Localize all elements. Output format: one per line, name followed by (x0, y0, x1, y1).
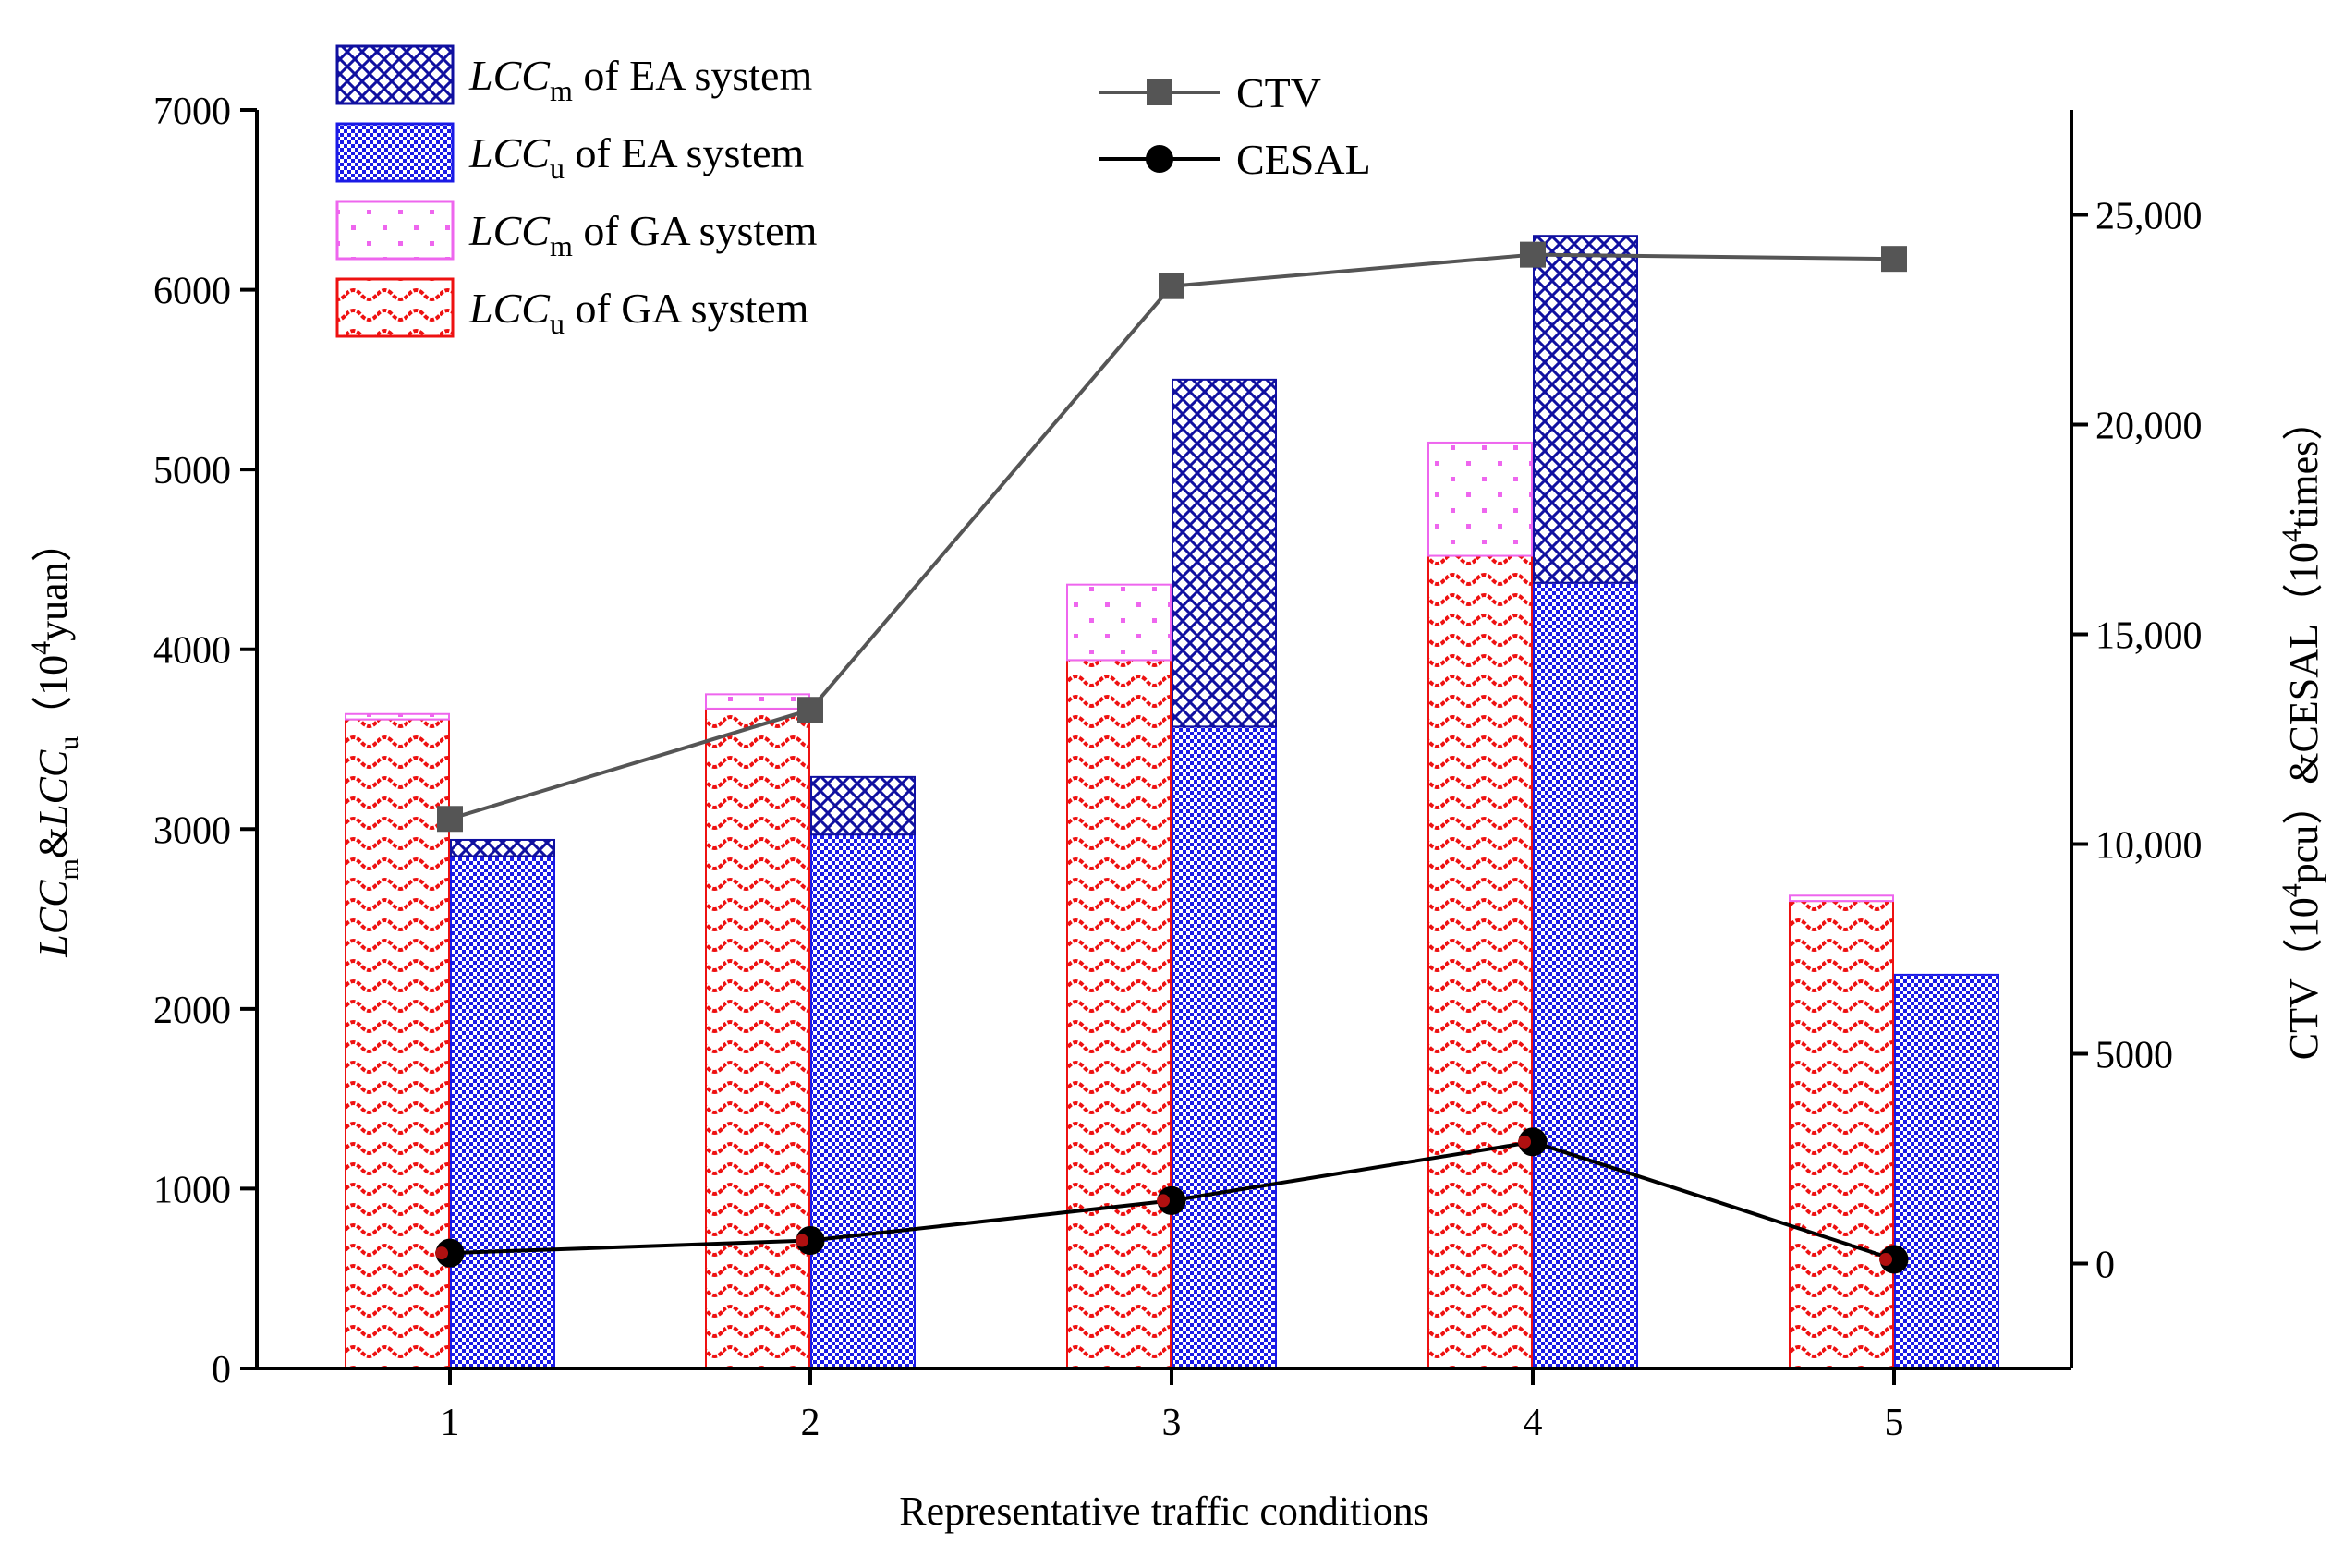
y2-tick-label-0: 0 (2095, 1245, 2115, 1287)
bar-lccu-of-ga-system-4 (1427, 554, 1533, 1369)
bar-lccm-of-ea-system-4 (1533, 235, 1638, 584)
bar-lccu-of-ea-system-1 (450, 855, 555, 1369)
bar-lccu-of-ga-system-2 (705, 707, 810, 1369)
ticks-layer: 0 1000 2000 3000 4000 5000 6000 7000 0 5000 10,000… (153, 91, 2203, 1444)
bar-lccm-of-ga-system-1 (345, 712, 450, 721)
bar-lccu-of-ea-system-4 (1533, 581, 1638, 1369)
lines-layer (435, 241, 1909, 1274)
bar-lccm-of-ea-system-1 (450, 838, 555, 857)
legend-lines: CTV CESAL (1099, 69, 1371, 183)
marker-ctv-4 (1520, 241, 1546, 268)
axes (255, 110, 2073, 1370)
bar-lccm-of-ea-system-2 (810, 775, 916, 836)
marker-accent-cesal-2 (796, 1234, 808, 1247)
bars-layer (345, 235, 1999, 1369)
y2-tick-label-5000: 5000 (2095, 1035, 2173, 1077)
legend-swatch-lccm-of-ga-system (335, 200, 455, 261)
y-tick-label-2000: 2000 (153, 990, 231, 1032)
y2-tick-label-20,000: 20,000 (2095, 406, 2203, 448)
x-tick-label-3: 3 (1162, 1402, 1182, 1444)
bar-lccm-of-ga-system-3 (1066, 583, 1172, 662)
y-tick-label-3000: 3000 (153, 809, 231, 852)
marker-ctv-3 (1159, 273, 1184, 299)
legend-bars: LCCm of EA system LCCu of EA system LCCm o… (335, 44, 818, 340)
legend-label-lccm-of-ea-system: LCCm of EA system (468, 52, 812, 107)
bar-lccu-of-ea-system-2 (810, 833, 916, 1369)
legend-label-lccu-of-ea-system: LCCu of EA system (468, 129, 805, 185)
y-tick-label-0: 0 (212, 1349, 231, 1392)
y-axis-right-title: CTV（104pcu）&CESAL（104times） (2277, 400, 2326, 1060)
y2-tick-label-10,000: 10,000 (2095, 825, 2203, 868)
bar-lccu-of-ea-system-5 (1894, 973, 1999, 1369)
bar-lccu-of-ga-system-5 (1789, 900, 1894, 1369)
x-tick-label-1: 1 (441, 1402, 460, 1444)
x-tick-label-5: 5 (1885, 1402, 1904, 1444)
bar-lccu-of-ga-system-3 (1066, 659, 1172, 1369)
bar-lccu-of-ga-system-1 (345, 718, 450, 1369)
bar-lccm-of-ea-system-3 (1172, 378, 1277, 728)
legend-swatch-lccm-of-ea-system (335, 44, 455, 105)
marker-ctv-5 (1881, 246, 1907, 273)
legend-label-ctv: CTV (1236, 69, 1321, 116)
bar-lccm-of-ga-system-4 (1427, 441, 1533, 557)
y-tick-label-5000: 5000 (153, 450, 231, 492)
legend-marker-ctv (1147, 79, 1172, 105)
legend-swatch-lccu-of-ea-system (335, 122, 455, 183)
y2-tick-label-15,000: 15,000 (2095, 615, 2203, 658)
x-axis-title: Representative traffic conditions (899, 1489, 1428, 1534)
legend-label-lccu-of-ga-system: LCCu of GA system (468, 285, 809, 340)
y2-tick-label-25,000: 25,000 (2095, 196, 2203, 238)
legend-label-lccm-of-ga-system: LCCm of GA system (468, 207, 818, 262)
marker-accent-cesal-3 (1157, 1194, 1170, 1208)
bar-lccu-of-ea-system-3 (1172, 725, 1277, 1369)
marker-accent-cesal-1 (435, 1246, 448, 1260)
legend-label-cesal: CESAL (1236, 136, 1371, 183)
bar-lccm-of-ga-system-2 (705, 693, 810, 710)
bar-lccm-of-ga-system-5 (1789, 894, 1894, 903)
y-tick-label-1000: 1000 (153, 1169, 231, 1211)
marker-accent-cesal-4 (1518, 1135, 1531, 1149)
y-tick-label-4000: 4000 (153, 630, 231, 673)
y-tick-label-7000: 7000 (153, 91, 231, 133)
x-tick-label-4: 4 (1524, 1402, 1543, 1444)
legend-marker-cesal (1146, 145, 1173, 173)
y-axis-left-title: LCCm&LCCu（104yuan） (26, 521, 84, 957)
x-tick-label-2: 2 (801, 1402, 820, 1444)
marker-accent-cesal-5 (1879, 1252, 1892, 1266)
legend-swatch-lccu-of-ga-system (335, 277, 455, 338)
marker-ctv-2 (797, 697, 823, 723)
y-tick-label-6000: 6000 (153, 271, 231, 313)
marker-ctv-1 (437, 806, 463, 833)
